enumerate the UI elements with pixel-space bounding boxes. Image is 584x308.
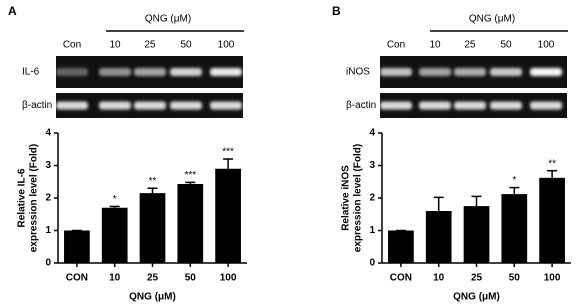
y-tick-label: 4	[369, 128, 375, 139]
lane-label: 50	[500, 40, 512, 51]
y-tick-label: 1	[369, 225, 375, 236]
gel-band	[134, 101, 166, 110]
gel-band	[170, 68, 202, 76]
gel-band	[380, 68, 412, 76]
x-tick-label: 10	[109, 273, 121, 284]
x-tick-label: CON	[66, 273, 88, 284]
y-tick-label: 2	[45, 193, 51, 204]
x-tick-label: 50	[185, 273, 197, 284]
lane-label: 100	[218, 40, 235, 51]
x-axis-label: QNG (μM)	[453, 292, 500, 303]
gel-band	[530, 101, 562, 110]
x-tick-label: 25	[471, 273, 483, 284]
bar	[463, 206, 490, 263]
gel-band	[210, 68, 242, 76]
lane-label: Con	[387, 40, 405, 51]
y-tick-label: 3	[369, 160, 375, 171]
bar	[501, 194, 528, 263]
x-tick-label: 100	[544, 273, 561, 284]
y-axis-label: expression level (Fold)	[29, 144, 40, 252]
bar	[101, 207, 128, 263]
panel-label: B	[332, 4, 341, 18]
significance: *	[113, 194, 117, 205]
panel-label: A	[8, 4, 17, 18]
bar	[64, 230, 90, 263]
y-tick-label: 4	[45, 128, 51, 139]
x-tick-label: 10	[433, 273, 445, 284]
lane-label: Con	[63, 40, 81, 51]
error-bar	[509, 186, 520, 195]
x-tick-label: 25	[147, 273, 159, 284]
y-axis-label: Relative IL-6	[17, 168, 28, 227]
gel-band	[56, 101, 88, 110]
gel-band	[380, 101, 412, 110]
gel-band	[490, 101, 522, 110]
y-axis-label: Relative iNOS	[341, 165, 352, 231]
treatment-label: QNG (μM)	[469, 14, 515, 25]
error-bar	[223, 158, 234, 169]
error-bar	[185, 181, 196, 185]
lane-label: 10	[109, 40, 121, 51]
gel-band	[419, 101, 451, 110]
y-tick-label: 0	[45, 258, 51, 269]
lane-label: 10	[429, 40, 441, 51]
y-axis-label: expression level (Fold)	[353, 144, 364, 252]
lane-label: 25	[144, 40, 156, 51]
treatment-label: QNG (μM)	[145, 14, 191, 25]
gel-band	[134, 68, 166, 76]
gel-band	[99, 101, 131, 110]
y-tick-label: 0	[369, 258, 375, 269]
y-tick-label: 2	[369, 193, 375, 204]
gel-row-label: IL-6	[22, 67, 40, 78]
gel-row-label: β-actin	[22, 100, 52, 111]
error-bar	[109, 205, 120, 208]
gel-band	[419, 68, 451, 76]
gel-band	[454, 68, 486, 76]
x-tick-label: CON	[390, 273, 412, 284]
gel-band	[454, 101, 486, 110]
significance: ***	[184, 170, 196, 181]
x-tick-label: 100	[220, 273, 237, 284]
x-axis-label: QNG (μM)	[129, 292, 176, 303]
error-bar	[547, 169, 558, 178]
gel-row-label: iNOS	[346, 67, 370, 78]
gel-row-label: β-actin	[346, 100, 376, 111]
y-tick-label: 1	[45, 225, 51, 236]
lane-label: 25	[464, 40, 476, 51]
bar	[425, 211, 452, 263]
error-bar	[471, 195, 482, 207]
gel-band	[170, 101, 202, 110]
significance: *	[512, 175, 516, 186]
lane-label: 100	[538, 40, 555, 51]
gel-band	[530, 68, 562, 76]
gel-band	[99, 68, 131, 76]
lane-label: 50	[180, 40, 192, 51]
significance: **	[548, 158, 556, 169]
bar	[539, 177, 565, 263]
gel-band	[490, 68, 522, 76]
bar	[177, 184, 204, 263]
error-bar	[433, 196, 444, 211]
bar	[215, 168, 241, 263]
y-tick-label: 3	[45, 160, 51, 171]
gel-band	[210, 101, 242, 110]
bar	[388, 230, 414, 263]
significance: **	[149, 176, 157, 187]
bar	[139, 193, 166, 263]
gel-band	[56, 68, 88, 76]
x-tick-label: 50	[509, 273, 521, 284]
error-bar	[147, 187, 158, 194]
significance: ***	[222, 147, 234, 158]
